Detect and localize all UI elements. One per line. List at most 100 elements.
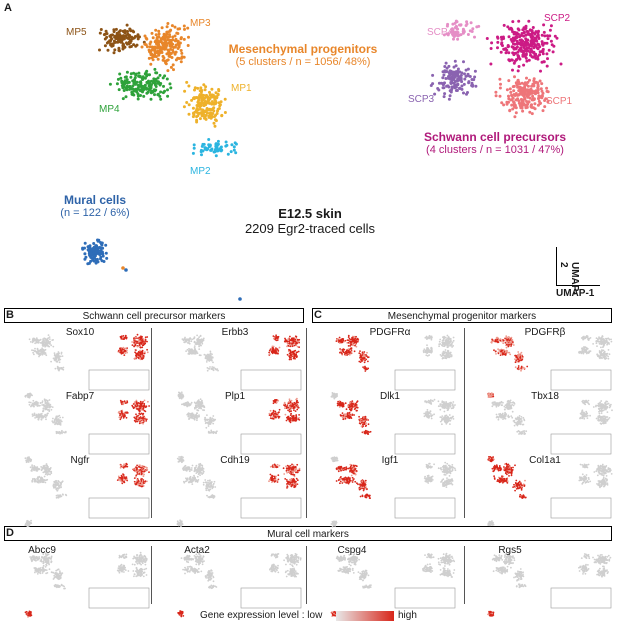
feature-point — [33, 469, 35, 472]
feature-point — [203, 418, 206, 420]
feature-point — [277, 399, 280, 402]
feature-point — [133, 340, 136, 342]
feature-point — [142, 422, 145, 425]
umap-point-mp5 — [125, 23, 129, 27]
feature-point — [46, 465, 49, 468]
feature-point — [188, 470, 191, 473]
feature-point — [55, 358, 57, 361]
feature-point — [285, 469, 288, 472]
feature-point — [296, 408, 299, 411]
feature-point — [27, 461, 30, 463]
feature-point — [277, 474, 280, 477]
feature-point — [56, 355, 59, 357]
feature-point — [187, 342, 189, 344]
feature-point — [288, 400, 290, 403]
feature-point — [46, 406, 49, 409]
feature-point — [278, 346, 281, 349]
feature-point — [41, 341, 44, 344]
umap-point-mp3 — [179, 36, 183, 40]
umap-point-mp5 — [126, 30, 129, 33]
feature-point — [138, 336, 141, 339]
feature-inset-box — [240, 369, 302, 391]
umap-point-mp5 — [113, 48, 117, 52]
feature-point — [136, 404, 139, 407]
feature-point — [360, 358, 362, 361]
feature-point — [205, 487, 208, 490]
feature-point — [346, 354, 349, 356]
feature-point — [289, 350, 292, 352]
feature-point — [295, 415, 298, 417]
feature-point — [361, 351, 364, 354]
feature-point — [208, 496, 211, 499]
feature-point — [297, 350, 300, 353]
feature-point — [27, 393, 29, 395]
feature-point — [204, 479, 207, 481]
feature-point — [48, 404, 51, 406]
feature-point — [270, 348, 273, 350]
feature-point — [209, 488, 212, 491]
umap-point-mp3 — [167, 35, 171, 39]
feature-point — [122, 347, 125, 350]
feature-point — [120, 337, 123, 340]
feature-point — [293, 465, 295, 468]
feature-point — [275, 401, 278, 404]
feature-inset-box — [240, 497, 302, 519]
feature-point — [361, 355, 364, 358]
feature-point — [210, 486, 213, 488]
umap-point-mp5 — [98, 48, 101, 52]
feature-point — [63, 431, 66, 434]
feature-point — [211, 481, 213, 483]
feature-point — [295, 477, 298, 480]
feature-point — [189, 403, 192, 405]
feature-point — [290, 358, 292, 361]
feature-point — [122, 479, 125, 482]
feature-point — [31, 464, 33, 467]
feature-point — [191, 338, 194, 341]
feature-point — [42, 415, 44, 418]
feature-point — [202, 472, 205, 474]
feature-point — [145, 469, 148, 471]
feature-point — [211, 366, 214, 368]
feature-point — [27, 521, 30, 523]
feature-point — [139, 413, 142, 416]
feature-point — [294, 470, 297, 472]
umap-point-mp3 — [160, 26, 164, 30]
feature-point — [285, 407, 288, 409]
feature-point — [187, 415, 190, 418]
feature-point — [41, 344, 44, 347]
feature-point — [211, 367, 214, 370]
umap-point-mp3 — [186, 44, 190, 47]
feature-point — [354, 339, 357, 342]
feature-point — [38, 353, 41, 356]
umap-point-mp5 — [103, 44, 107, 48]
umap-point-mp5 — [114, 27, 118, 31]
feature-point — [119, 347, 121, 350]
feature-point — [275, 465, 278, 468]
umap-point-mp3 — [157, 53, 161, 57]
feature-point — [354, 344, 356, 347]
umap-point-mp3 — [148, 45, 152, 49]
feature-point — [138, 473, 141, 475]
feature-point — [288, 410, 291, 413]
feature-point — [55, 360, 58, 363]
feature-point — [188, 347, 190, 350]
feature-point — [291, 483, 294, 486]
feature-point — [148, 405, 151, 407]
feature-point — [297, 406, 300, 409]
feature-point — [335, 340, 338, 342]
feature-point — [32, 349, 35, 352]
feature-point — [142, 414, 145, 417]
feature-point — [57, 418, 60, 420]
feature-point — [296, 338, 299, 341]
feature-point — [141, 339, 144, 341]
feature-point — [187, 403, 190, 406]
feature-point — [352, 338, 355, 341]
feature-point — [42, 479, 45, 481]
feature-point — [296, 479, 299, 482]
feature-point — [183, 481, 186, 484]
feature-point — [205, 361, 208, 363]
feature-point — [52, 421, 54, 424]
feature-point — [291, 354, 294, 357]
feature-point — [136, 466, 138, 469]
umap-point-mp5 — [115, 37, 119, 41]
